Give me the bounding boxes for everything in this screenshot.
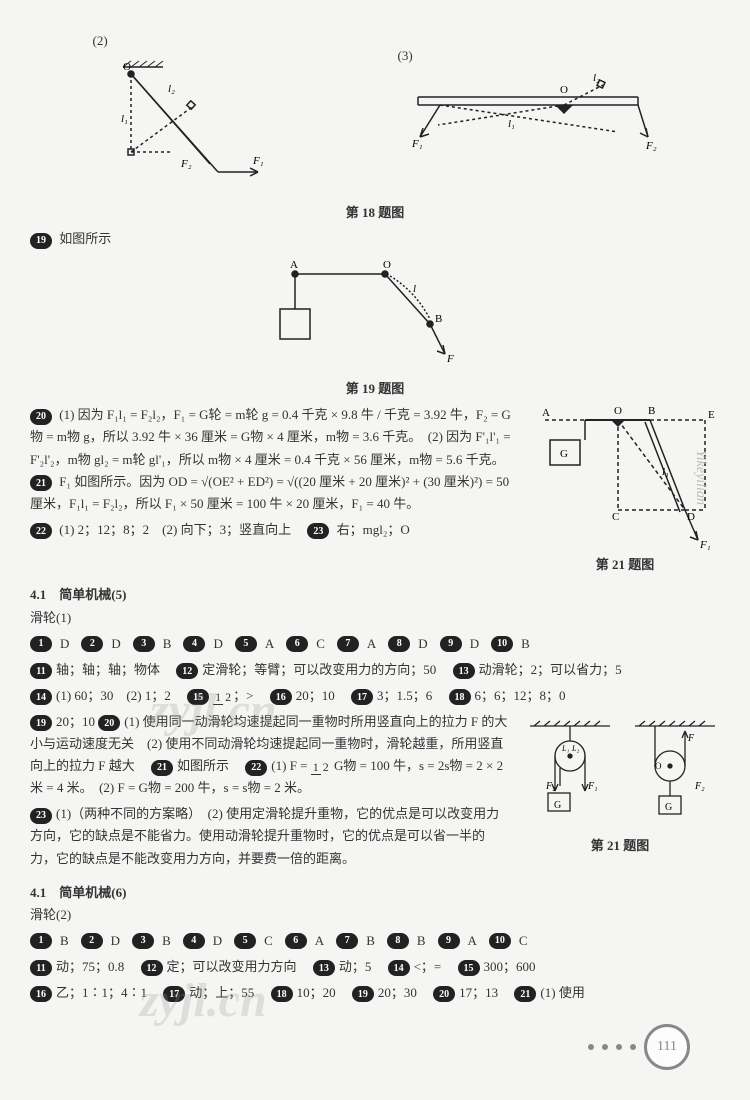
s5-line3: 14(1) 60；30 (2) 1；2 1512；> 1620；10 173；1… (30, 685, 720, 707)
mc-item: 7B (336, 930, 375, 952)
svg-text:F: F (446, 353, 454, 365)
svg-text:C: C (612, 511, 619, 523)
mc-item: 1B (30, 930, 69, 952)
side-watermark: Yikeyilian (688, 450, 712, 505)
svg-text:G: G (554, 800, 561, 811)
s5-line2: 11轴；轴；轴；物体 12定滑轮；等臂；可以改变用力的方向；50 13动滑轮；2… (30, 659, 720, 681)
section5-title: 4.1 简单机械(5) (30, 584, 720, 606)
svg-text:O: O (560, 84, 568, 96)
svg-text:l₁: l₁ (662, 466, 669, 478)
figure-18-row: (2) O l₂ l₁ F₂ F₁ (3) (30, 30, 720, 192)
svg-text:l₁: l₁ (121, 113, 128, 125)
svg-text:G: G (665, 802, 672, 813)
svg-text:L₂: L₂ (571, 744, 579, 753)
fig18-left-diagram: O l₂ l₁ F₂ F₁ (93, 52, 273, 192)
q20-text: (1) 因为 F₁l₁ = F₂l₂，F₁ = G轮 = m轮 g = 0.4 … (30, 407, 511, 466)
section6-mc: 1B 2D 3B 4D 5C 6A 7B 8B 9A 10C (30, 930, 720, 952)
mc-item: 8D (388, 633, 427, 655)
fig21b-caption: 第 21 题图 (520, 835, 720, 857)
mc-item: 9A (438, 930, 477, 952)
mc-item: 3B (132, 930, 171, 952)
section6-subtitle: 滑轮(2) (30, 904, 720, 926)
fig19-diagram: A O l B F (265, 254, 485, 374)
fig21b-wrapper: G G F₂ F₁ F O L₁ L₂ F₂ 第 21 题图 (520, 711, 720, 857)
section5-subtitle: 滑轮(1) (30, 607, 720, 629)
svg-text:E: E (708, 409, 715, 421)
mc-item: 9D (440, 633, 479, 655)
badge-19: 19 (30, 233, 52, 249)
mc-item: 10B (491, 633, 530, 655)
mc-item: 2D (81, 930, 120, 952)
badge-20: 20 (30, 409, 52, 425)
s6-line2: 11动；75；0.8 12定；可以改变用力方向 13动；5 14<；= 1530… (30, 956, 720, 978)
svg-text:L₁: L₁ (561, 744, 569, 753)
svg-text:D: D (687, 511, 695, 523)
q22-text: (1) 2；12；8；2 (2) 向下；3；竖直向上 (59, 522, 291, 537)
mc-item: 4D (183, 633, 222, 655)
mc-item: 2D (81, 633, 120, 655)
svg-text:F₂: F₂ (180, 158, 192, 170)
page-footer: 111 (588, 1024, 690, 1070)
svg-text:F₁: F₁ (252, 155, 264, 167)
svg-text:O: O (655, 761, 662, 771)
mc-item: 5A (235, 633, 274, 655)
svg-text:F: F (687, 733, 695, 744)
mc-item: 4D (183, 930, 222, 952)
svg-text:O: O (123, 61, 131, 73)
svg-text:O: O (383, 259, 391, 271)
q19: 19 如图所示 (30, 228, 720, 250)
svg-text:G: G (560, 448, 568, 460)
badge-22: 22 (30, 523, 52, 539)
mc-item: 7A (337, 633, 376, 655)
svg-text:O: O (614, 405, 622, 417)
svg-text:A: A (290, 259, 298, 271)
q19-text: 如图所示 (59, 231, 111, 246)
mc-item: 6C (286, 633, 325, 655)
section6-title: 4.1 简单机械(6) (30, 882, 720, 904)
fig19-caption: 第 19 题图 (30, 378, 720, 400)
svg-text:l₂: l₂ (593, 72, 600, 84)
svg-text:F₁: F₁ (411, 138, 423, 150)
q23-text: 右；mgl₂；O (337, 522, 410, 537)
mc-item: 8B (387, 930, 426, 952)
svg-text:F₁: F₁ (587, 781, 598, 792)
svg-text:F₂: F₂ (545, 781, 556, 792)
badge-21: 21 (30, 475, 52, 491)
fig18-caption: 第 18 题图 (30, 202, 720, 224)
badge-23: 23 (307, 523, 329, 539)
svg-text:F₂: F₂ (694, 781, 705, 792)
fig18-left-label: (2) (93, 30, 273, 52)
svg-text:l₁: l₁ (508, 118, 515, 130)
fig18-right-diagram: O l₂ l₁ F₁ F₂ (398, 67, 658, 177)
mc-item: 6A (285, 930, 324, 952)
mc-item: 1D (30, 633, 69, 655)
fig21a-caption: 第 21 题图 (530, 554, 720, 576)
q21-text: F₁ 如图所示。因为 OD = √(OE² + ED²) = √((20 厘米 … (30, 474, 509, 511)
svg-text:l: l (413, 283, 416, 295)
mc-item: 5C (234, 930, 273, 952)
svg-text:F₁: F₁ (699, 539, 711, 550)
svg-text:B: B (648, 405, 655, 417)
svg-text:A: A (542, 407, 550, 419)
svg-text:F₂: F₂ (645, 140, 657, 152)
svg-text:B: B (435, 313, 442, 325)
svg-text:l₂: l₂ (168, 83, 175, 95)
page-number: 111 (644, 1024, 690, 1070)
fig18-right-label: (3) (398, 45, 658, 67)
mc-item: 3B (133, 633, 172, 655)
mc-item: 10C (489, 930, 528, 952)
section5-mc: 1D 2D 3B 4D 5A 6C 7A 8D 9D 10B (30, 633, 720, 655)
s6-line3: 16乙；1∶1；4∶1 17动；上；55 1810；20 1920；30 201… (30, 982, 720, 1004)
fig21b-diagram: G G F₂ F₁ F O L₁ L₂ F₂ (520, 711, 720, 831)
